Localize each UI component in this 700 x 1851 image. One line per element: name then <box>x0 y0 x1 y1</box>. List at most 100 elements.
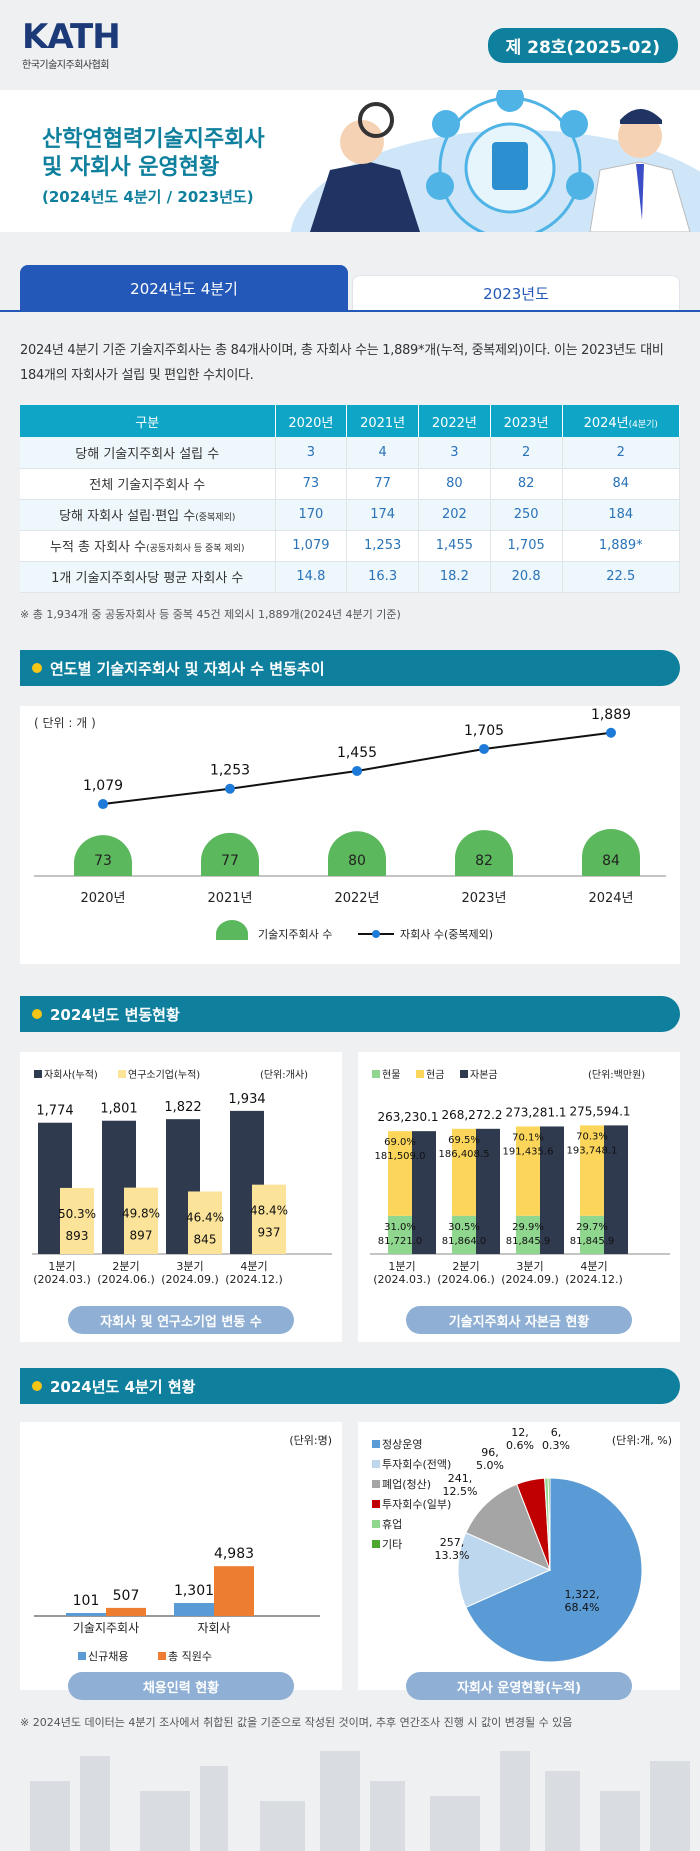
bar-tech-holding <box>455 830 513 876</box>
line-point <box>98 799 108 810</box>
bar-tech-holding <box>582 828 640 876</box>
table-cell: 2 <box>562 437 680 469</box>
intro-text: 2024년 4분기 기준 기술지주회사는 총 84개사이며, 총 자회사 수는 … <box>20 343 664 383</box>
bar-value-label: 101 <box>73 1593 100 1609</box>
bar-value-label: 268,272.2 <box>441 1108 502 1122</box>
bar-value-label: 191,435.6 <box>503 1146 554 1157</box>
x-tick-label: 자회사 <box>197 1621 230 1635</box>
bar-tech-holding <box>74 835 132 876</box>
legend-label: 폐업(청산) <box>382 1478 431 1491</box>
table-header-qualifier: (4분기) <box>628 419 658 430</box>
bar-tech-holding <box>328 831 386 876</box>
bar-pct-label: 48.4% <box>250 1204 288 1218</box>
x-tick-label: 기술지주회사 <box>73 1621 139 1635</box>
x-tick-label: 1분기 (2024.03.) <box>33 1260 91 1286</box>
tab-2024-q4[interactable]: 2024년도 4분기 <box>20 265 348 311</box>
row-label: 누적 총 자회사 수(공동자회사 등 중복 제외) <box>20 530 276 562</box>
bar-value-label: 1,934 <box>228 1092 265 1107</box>
table-header: 2021년 <box>346 405 419 437</box>
pie-slice <box>457 1532 552 1608</box>
employment-chart-panel: (단위:명) 101 507 기술지주회사 1,301 4,983 자회사 신규채용 총 직원수… <box>20 1422 342 1700</box>
legend-swatch <box>416 1070 424 1078</box>
table-cell: 16.3 <box>346 561 419 593</box>
table-header: 2020년 <box>275 405 348 437</box>
table-cell: 174 <box>346 499 419 531</box>
bar-research-inst <box>124 1187 158 1254</box>
bar-value-label: 81,721.0 <box>378 1236 423 1247</box>
bar-value-label: 181,509.0 <box>375 1151 426 1162</box>
table-header: 구분 <box>20 405 276 437</box>
bar-pct-label: 50.3% <box>58 1207 96 1221</box>
hero-title-line2: 및 자회사 운영현황 <box>42 155 220 180</box>
section-title: 연도별 기술지주회사 및 자회사 수 변동추이 <box>50 659 325 678</box>
chart-unit: (단위:백만원) <box>588 1068 645 1081</box>
trend-chart: 73 77 80 82 84 1,079 1,253 1,455 1,705 1,889 2020년… <box>34 707 666 941</box>
bar-capital-total <box>412 1131 436 1254</box>
table-note: ※ 총 1,934개 중 공동자회사 등 중복 45건 제외시 1,889개(2… <box>20 608 401 621</box>
bar-value-label: 1,822 <box>164 1100 201 1115</box>
line-point <box>225 783 235 794</box>
legend-swatch <box>372 1070 380 1078</box>
table-cell: 1,705 <box>490 530 563 562</box>
x-tick-label: 2분기 (2024.06.) <box>97 1260 155 1286</box>
bar-cash <box>388 1131 412 1216</box>
bar-new-hires <box>66 1613 106 1616</box>
table-cell: 3 <box>275 437 348 469</box>
legend-swatch <box>78 1652 86 1660</box>
hero-subtitle: (2024년도 4분기 / 2023년도) <box>42 188 254 206</box>
legend-swatch <box>158 1652 166 1660</box>
line-value-label: 1,705 <box>464 723 504 739</box>
table-header: 2022년 <box>418 405 491 437</box>
pie-label: 96, 5.0% <box>476 1446 504 1472</box>
table-cell: 77 <box>346 468 419 500</box>
bar-value-label: 81,845.9 <box>570 1236 615 1247</box>
table-cell: 202 <box>418 499 491 531</box>
bar-value-label: 1,774 <box>36 1104 73 1119</box>
legend-label: 휴업 <box>382 1518 402 1531</box>
legend-swatch <box>372 1480 380 1488</box>
legend-label: 투자회수(전액) <box>382 1458 451 1471</box>
bar-pct-label: 70.3% <box>576 1131 608 1142</box>
x-tick-label: 2020년 <box>80 891 125 906</box>
stats-table: 구분 2020년 2021년 2022년 2023년 2024년(4분기) 당해… <box>20 405 680 593</box>
x-tick-label: 4분기 (2024.12.) <box>225 1260 283 1286</box>
legend-label: 자회사(누적) <box>44 1069 98 1081</box>
legend-swatch <box>372 1460 380 1468</box>
bar-value-label: 77 <box>221 853 239 869</box>
bar-total-staff <box>214 1566 254 1616</box>
bar-value-label: 273,281.1 <box>505 1105 566 1119</box>
table-cell: 20.8 <box>490 561 563 593</box>
bar-value-label: 186,408.5 <box>439 1149 490 1160</box>
tab-2023[interactable]: 2023년도 <box>352 275 680 311</box>
table-cell: 4 <box>346 437 419 469</box>
table-cell: 1,455 <box>418 530 491 562</box>
legend-swatch <box>118 1070 126 1078</box>
bar-value-label: 275,594.1 <box>569 1104 630 1118</box>
hero-title-line1: 산학연협력기술지주회사 <box>42 127 265 152</box>
bar-value-label: 81,845.9 <box>506 1236 551 1247</box>
logo-subtitle: 한국기술지주회사협회 <box>22 60 110 71</box>
section-title: 2024년도 4분기 현황 <box>50 1377 196 1396</box>
line-point <box>479 743 489 754</box>
table-row: 누적 총 자회사 수(공동자회사 등 중복 제외) 1,079 1,253 1,455… <box>20 530 680 562</box>
legend-label: 연구소기업(누적) <box>128 1068 200 1081</box>
bar-pct-label: 29.7% <box>576 1222 608 1233</box>
legend-swatch <box>372 1440 380 1448</box>
x-tick-label: 2분기 (2024.06.) <box>437 1260 495 1286</box>
bar-value-label: 81,864.0 <box>442 1236 487 1247</box>
pie-label: 241, 12.5% <box>443 1472 478 1498</box>
legend-label: 투자회수(일부) <box>382 1497 451 1511</box>
trend-chart-panel: ( 단위 : 개 ) 73 77 80 82 84 1,079 1,253 1,455 1,70… <box>20 706 680 964</box>
issue-badge: 제 28호(2025-02) <box>487 28 678 63</box>
legend-swatch <box>372 1540 380 1548</box>
chart-unit: (단위:개사) <box>260 1068 308 1081</box>
line-point <box>352 765 362 776</box>
bar-value-label: 845 <box>194 1232 217 1246</box>
x-tick-label: 3분기 (2024.09.) <box>501 1260 559 1286</box>
bar-tech-holding <box>201 832 259 876</box>
chart-caption: 자회사 및 연구소기업 변동 수 <box>68 1306 294 1334</box>
legend-label: 기술지주회사 수 <box>258 928 332 941</box>
chart-unit: (단위:명) <box>289 1434 332 1447</box>
logo-mark: KATH <box>22 17 121 57</box>
